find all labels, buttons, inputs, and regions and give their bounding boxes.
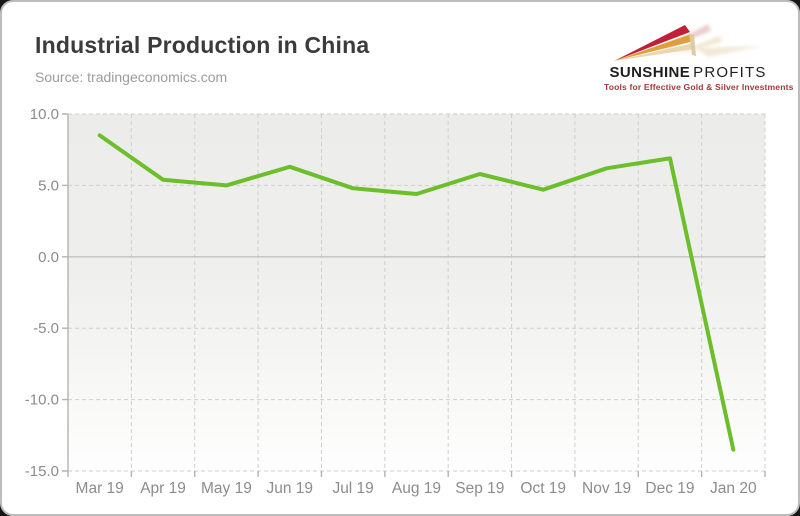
y-tick-label: -10.0	[25, 392, 59, 409]
x-tick-label: Mar 19	[76, 480, 124, 497]
x-tick-label: Jan 20	[710, 480, 757, 497]
sun-rays-icon	[614, 24, 762, 61]
logo-name-light: PROFITS	[693, 64, 767, 81]
logo-tagline: Tools for Effective Gold & Silver Invest…	[604, 82, 794, 92]
logo-name-bold: SUNSHINE	[609, 64, 691, 81]
plot-area	[68, 114, 765, 471]
x-tick-label: May 19	[201, 480, 252, 497]
x-tick-label: Apr 19	[140, 480, 186, 497]
sunshine-profits-logo: SUNSHINE PROFITS Tools for Effective Gold…	[604, 12, 794, 92]
y-tick-label: -15.0	[25, 463, 59, 480]
industrial-production-line	[97, 133, 736, 452]
y-tick-label: -5.0	[33, 320, 59, 337]
x-tick-label: Aug 19	[392, 480, 441, 497]
x-tick-label: Sep 19	[455, 480, 504, 497]
y-tick-label: 10.0	[30, 106, 59, 123]
logo-name: SUNSHINE PROFITS	[604, 65, 772, 80]
x-tick-label: Dec 19	[645, 480, 694, 497]
x-tick-label: Nov 19	[582, 480, 631, 497]
y-tick-label: 0.0	[38, 249, 59, 266]
chart-source: Source: tradingeconomics.com	[35, 69, 228, 85]
chart-title: Industrial Production in China	[35, 32, 370, 58]
y-tick-label: 5.0	[38, 177, 59, 194]
x-tick-label: Jul 19	[332, 480, 373, 497]
chart-header: Industrial Production in China Source: t…	[35, 32, 369, 85]
x-tick-label: Jun 19	[266, 480, 313, 497]
x-tick-label: Oct 19	[520, 480, 566, 497]
